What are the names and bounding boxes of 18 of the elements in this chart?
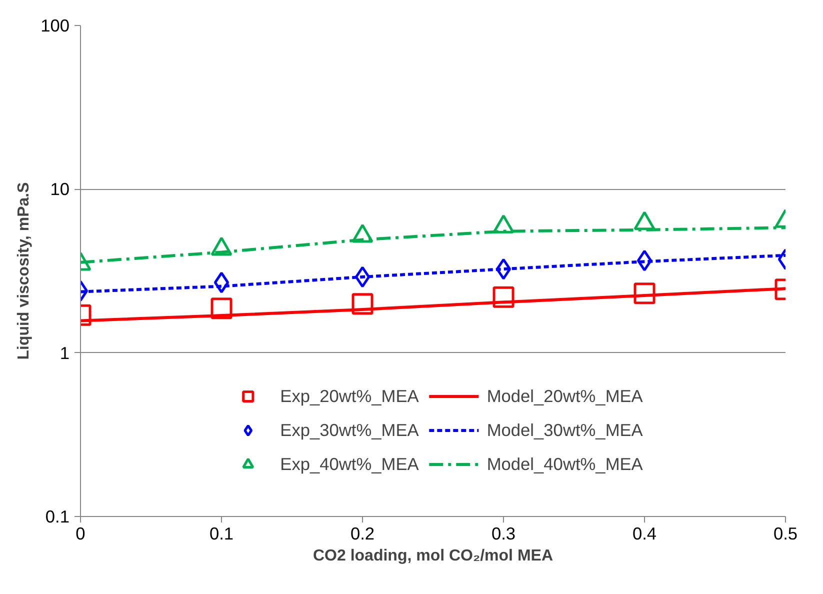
x-tick-label: 0.2	[350, 524, 375, 544]
y-tick-label: 1	[60, 342, 70, 363]
legend-label: Model_30wt%_MEA	[486, 420, 643, 440]
legend-label: Exp_40wt%_MEA	[280, 454, 419, 474]
x-tick-label: 0.4	[632, 524, 657, 544]
x-tick-label: 0.3	[491, 524, 516, 544]
y-tick-label: 100	[40, 16, 70, 36]
y-axis-title: Liquid viscosity, mPa.S	[16, 182, 33, 360]
x-tick-label: 0.1	[209, 524, 234, 544]
x-tick-label: 0.5	[773, 524, 798, 544]
legend-label: Exp_20wt%_MEA	[280, 386, 419, 406]
y-tick-label: 0.1	[45, 506, 70, 526]
x-tick-label: 0	[76, 524, 86, 544]
legend-label: Exp_30wt%_MEA	[280, 420, 419, 440]
legend-label: Model_20wt%_MEA	[486, 386, 643, 406]
y-tick-label: 10	[50, 179, 70, 200]
x-axis-title: CO2 loading, mol CO₂/mol MEA	[312, 548, 554, 564]
legend-label: Model_40wt%_MEA	[486, 454, 643, 474]
